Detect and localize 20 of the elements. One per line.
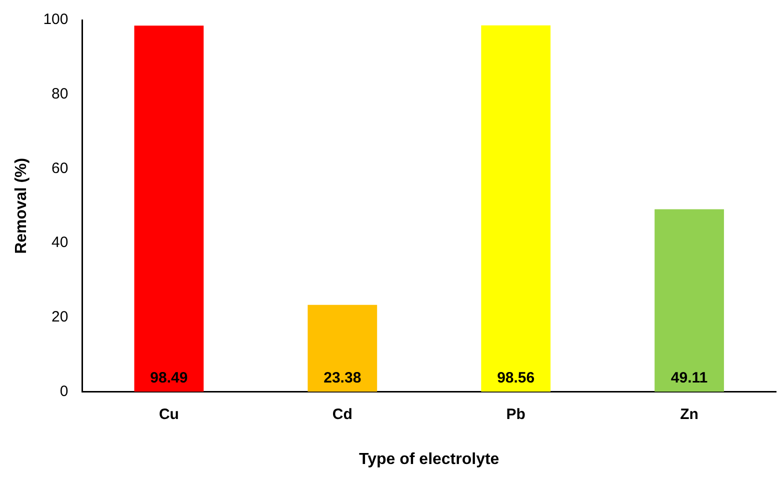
data-label: 98.49 — [150, 369, 188, 386]
data-label: 98.56 — [497, 369, 535, 386]
y-tick-label: 20 — [52, 308, 68, 326]
y-tick-label: 100 — [43, 11, 68, 28]
y-tick-label: 80 — [52, 86, 68, 102]
bar — [134, 26, 204, 392]
y-tick-label: 40 — [52, 234, 68, 252]
y-tick-label: 0 — [60, 382, 68, 400]
bar — [481, 25, 551, 392]
x-tick-label: Pb — [506, 406, 526, 423]
data-label: 49.11 — [670, 369, 708, 386]
bar — [654, 209, 724, 392]
y-axis-title: Removal (%) — [13, 158, 30, 254]
bar — [308, 304, 378, 392]
data-label: 23.38 — [324, 369, 362, 386]
y-tick-label: 60 — [52, 160, 68, 177]
x-tick-label: Cu — [158, 406, 179, 423]
x-tick-label: Cd — [332, 406, 352, 423]
x-tick-label: Zn — [680, 406, 698, 423]
x-axis-title: Type of electrolyte — [359, 450, 500, 468]
